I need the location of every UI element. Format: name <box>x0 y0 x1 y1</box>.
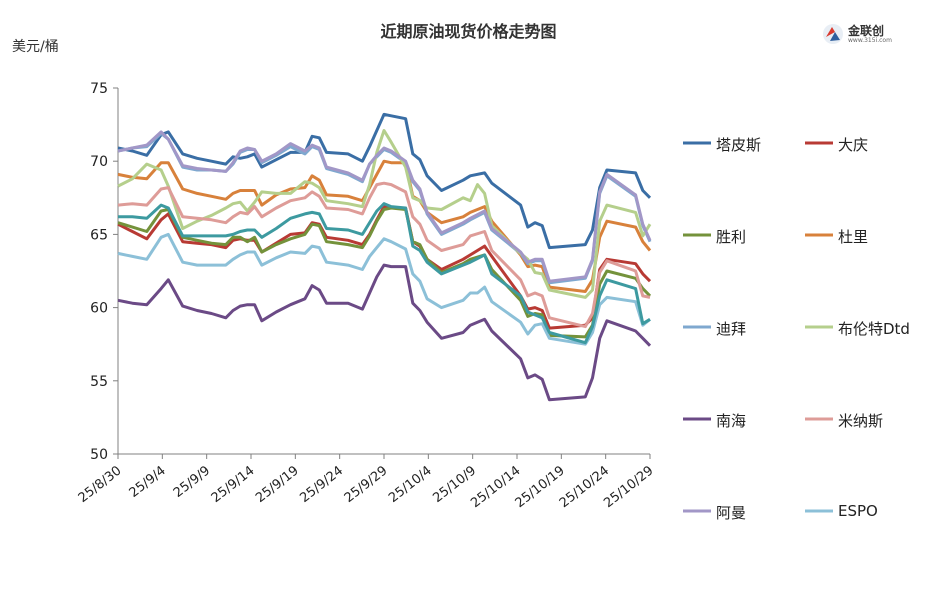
legend-label: 塔皮斯 <box>716 136 762 154</box>
series-line-米纳斯 <box>117 181 651 329</box>
y-tick-label: 60 <box>90 301 108 317</box>
y-tick-label: 70 <box>90 154 108 170</box>
legend-swatch <box>805 417 833 421</box>
brand-logo: 金联创 www.315i.com <box>822 20 902 46</box>
x-tick-label: 25/9/4 <box>127 463 169 501</box>
legend-swatch <box>683 141 711 145</box>
series-line-阿曼 <box>117 130 652 283</box>
legend-swatch <box>805 141 833 145</box>
y-tick-label: 50 <box>90 447 108 463</box>
brand-logo-mark <box>823 24 843 44</box>
legend-label: ESPO <box>838 502 878 520</box>
series-layer <box>117 112 652 402</box>
legend-swatch <box>683 325 711 329</box>
legend-swatch <box>683 417 711 421</box>
y-tick-label: 55 <box>90 374 108 390</box>
legend-label: 胜利 <box>716 228 747 246</box>
legend-swatch <box>683 233 711 237</box>
legend-swatch <box>805 325 833 329</box>
x-tick-label: 25/10/29 <box>601 463 656 511</box>
legend-label: 大庆 <box>838 136 869 154</box>
legend-swatch <box>683 509 711 513</box>
legend-label: 布伦特Dtd <box>838 320 910 338</box>
series-line-杜里 <box>117 159 652 293</box>
y-axis-unit-label: 美元/桶 <box>12 39 59 55</box>
x-tick-label: 25/8/30 <box>76 463 125 506</box>
brand-logo-name: 金联创 <box>848 24 885 38</box>
x-tick-label: 25/9/24 <box>297 463 346 506</box>
x-tick-label: 25/9/29 <box>342 463 391 506</box>
series-line-布伦特Dtd <box>117 129 652 299</box>
legend-swatch <box>805 509 833 513</box>
legend-label: 迪拜 <box>716 320 747 338</box>
y-tick-label: 65 <box>90 227 108 243</box>
series-line-塔皮斯 <box>117 112 652 250</box>
series-line-unlabeled <box>118 202 651 345</box>
chart-title: 近期原油现货价格走势图 <box>380 22 557 41</box>
x-tick-label: 25/9/19 <box>253 463 302 506</box>
series-line-胜利 <box>117 206 652 339</box>
brand-logo-url: www.315i.com <box>848 37 892 44</box>
series-line-南海 <box>117 263 652 402</box>
legend-label: 阿曼 <box>716 504 747 522</box>
x-tick-label: 25/10/4 <box>386 463 435 506</box>
y-tick-label: 75 <box>90 81 108 97</box>
x-tick-label: 25/9/9 <box>171 463 213 501</box>
legend-label: 杜里 <box>838 228 869 246</box>
legend-label: 米纳斯 <box>838 412 884 430</box>
legend-swatch <box>805 233 833 237</box>
series-line-ESPO <box>117 232 651 346</box>
legend-label: 南海 <box>716 412 747 430</box>
x-tick-label: 25/9/14 <box>209 463 258 506</box>
